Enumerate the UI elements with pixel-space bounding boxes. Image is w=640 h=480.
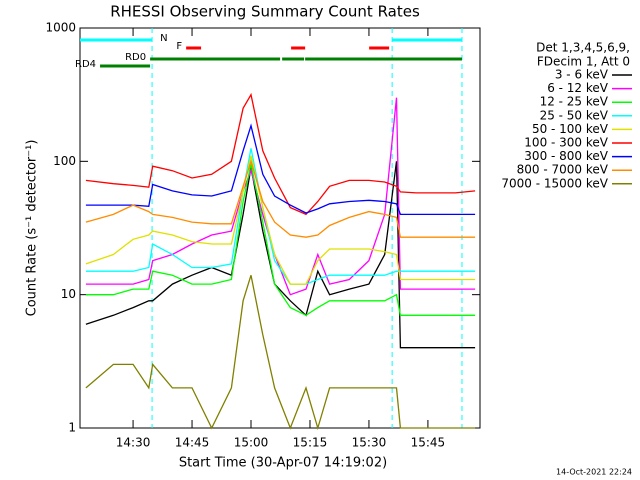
series-line bbox=[85, 164, 476, 317]
y-tick-label: 1 bbox=[68, 421, 76, 435]
legend-label: 6 - 12 keV bbox=[547, 81, 609, 95]
annotation-label: RD0 bbox=[125, 52, 146, 63]
plot-frame bbox=[79, 27, 481, 429]
annotation-label: RD4 bbox=[75, 59, 96, 70]
x-tick-label: 15:45 bbox=[411, 436, 446, 450]
chart-title: RHESSI Observing Summary Count Rates bbox=[110, 3, 420, 21]
series-line bbox=[85, 161, 476, 349]
legend-label: 50 - 100 keV bbox=[532, 122, 609, 136]
y-tick-label: 10 bbox=[61, 287, 76, 301]
y-tick-label: 1000 bbox=[45, 21, 76, 35]
series-line bbox=[85, 97, 476, 296]
x-tick-label: 14:30 bbox=[116, 436, 151, 450]
legend-label: 300 - 800 keV bbox=[524, 149, 608, 163]
x-tick-label: 15:00 bbox=[234, 436, 269, 450]
series-line bbox=[85, 123, 476, 216]
series-line bbox=[85, 275, 476, 431]
legend-label: 3 - 6 keV bbox=[555, 68, 609, 82]
series-line bbox=[85, 155, 476, 285]
annotation-label: F bbox=[176, 41, 182, 52]
footer-date: 14-Oct-2021 22:24 bbox=[556, 468, 632, 477]
x-tick-label: 15:15 bbox=[293, 436, 328, 450]
legend-label: 25 - 50 keV bbox=[540, 108, 609, 122]
x-tick-label: 14:45 bbox=[175, 436, 210, 450]
annotation-label: N bbox=[160, 33, 167, 44]
legend-header: FDecim 1, Att 0 bbox=[537, 55, 630, 69]
x-axis-label: Start Time (30-Apr-07 14:19:02) bbox=[179, 456, 387, 471]
legend-header: Det 1,3,4,5,6,9, bbox=[536, 41, 630, 55]
legend-label: 12 - 25 keV bbox=[540, 95, 609, 109]
legend-label: 100 - 300 keV bbox=[524, 136, 608, 150]
y-axis-label: Count Rate (s⁻¹ detector⁻¹) bbox=[25, 140, 40, 317]
y-tick-label: 100 bbox=[53, 154, 76, 168]
series-line bbox=[85, 159, 476, 238]
x-tick-label: 15:30 bbox=[352, 436, 387, 450]
legend-label: 7000 - 15000 keV bbox=[501, 176, 608, 190]
legend-label: 800 - 7000 keV bbox=[517, 163, 609, 177]
series-line bbox=[85, 92, 476, 216]
